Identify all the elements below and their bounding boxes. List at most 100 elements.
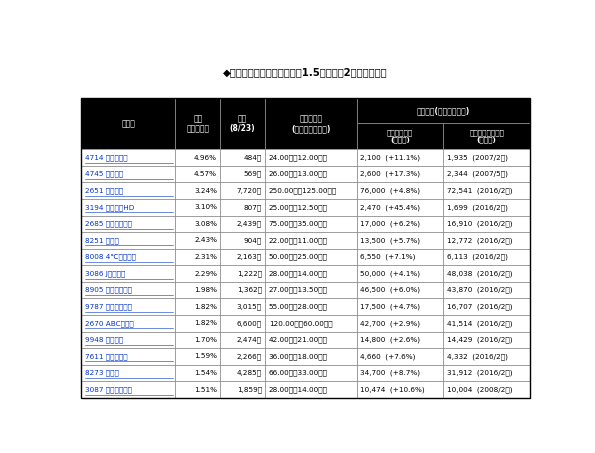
Bar — [176, 199, 220, 216]
Text: 13,500  (+5.7%): 13,500 (+5.7%) — [361, 237, 421, 244]
Text: 50,000  (+4.1%): 50,000 (+4.1%) — [361, 270, 421, 277]
Bar — [265, 315, 357, 332]
Text: 1,935  (2007/2期): 1,935 (2007/2期) — [447, 154, 508, 161]
Bar — [357, 348, 443, 365]
Text: 3087 ドトル日レス: 3087 ドトル日レス — [85, 386, 132, 393]
Bar — [82, 299, 176, 315]
Bar — [220, 232, 265, 249]
Text: 31,912  (2016/2期): 31,912 (2016/2期) — [447, 370, 512, 376]
Bar — [220, 282, 265, 299]
Text: 3194 キリン堂HD: 3194 キリン堂HD — [85, 204, 134, 211]
Text: 1.54%: 1.54% — [194, 370, 217, 376]
Text: 41,514  (2016/2期): 41,514 (2016/2期) — [447, 320, 512, 327]
Text: 2,100  (+11.1%): 2,100 (+11.1%) — [361, 154, 421, 161]
Bar — [82, 166, 176, 183]
Bar — [176, 348, 220, 365]
Text: 4.57%: 4.57% — [194, 171, 217, 177]
Bar — [176, 149, 220, 166]
Bar — [220, 332, 265, 348]
Bar — [82, 216, 176, 232]
Text: 7611 ハイデ日高: 7611 ハイデ日高 — [85, 353, 128, 360]
Text: 10,004  (2008/2期): 10,004 (2008/2期) — [447, 386, 512, 393]
Bar — [176, 365, 220, 381]
Bar — [82, 199, 176, 216]
Bar — [220, 315, 265, 332]
Bar — [265, 381, 357, 398]
Text: 7,720円: 7,720円 — [237, 188, 262, 194]
Bar — [357, 199, 443, 216]
Bar — [357, 332, 443, 348]
Text: 120.00円（60.00円）: 120.00円（60.00円） — [269, 320, 333, 327]
Bar — [443, 381, 530, 398]
Bar — [357, 199, 443, 216]
Bar — [357, 265, 443, 282]
Text: 3,015円: 3,015円 — [237, 304, 262, 310]
Bar — [443, 315, 530, 332]
Text: 569円: 569円 — [244, 171, 262, 178]
Bar — [265, 299, 357, 315]
Text: 予想配当金
(中間予想配当金): 予想配当金 (中間予想配当金) — [292, 114, 331, 133]
Text: 17,000  (+6.2%): 17,000 (+6.2%) — [361, 221, 421, 227]
Bar — [176, 381, 220, 398]
Text: 2,600  (+17.3%): 2,600 (+17.3%) — [361, 171, 421, 178]
Text: 銘　柄: 銘 柄 — [121, 119, 135, 128]
Bar — [176, 166, 220, 183]
Bar — [82, 166, 176, 183]
Text: 3.10%: 3.10% — [194, 204, 217, 210]
Text: 2,266円: 2,266円 — [237, 353, 262, 360]
Text: 2,163円: 2,163円 — [237, 254, 262, 260]
Bar — [357, 183, 443, 199]
Bar — [82, 149, 176, 166]
Bar — [176, 183, 220, 199]
Bar — [357, 123, 443, 149]
Bar — [443, 216, 530, 232]
Bar — [357, 166, 443, 183]
Bar — [82, 183, 176, 199]
Text: 14,800  (+2.6%): 14,800 (+2.6%) — [361, 337, 421, 343]
Bar — [357, 232, 443, 249]
Bar — [357, 282, 443, 299]
Text: 1.70%: 1.70% — [194, 337, 217, 343]
Bar — [82, 365, 176, 381]
Text: 3086 Jフロント: 3086 Jフロント — [85, 270, 126, 277]
Bar — [220, 365, 265, 381]
Bar — [220, 332, 265, 348]
Bar — [357, 315, 443, 332]
Text: 2685 アダストリア: 2685 アダストリア — [85, 221, 132, 227]
Bar — [357, 149, 443, 166]
Text: 42.00円（21.00円）: 42.00円（21.00円） — [269, 337, 328, 343]
Bar — [176, 199, 220, 216]
Bar — [265, 199, 357, 216]
Bar — [265, 149, 357, 166]
Bar — [176, 348, 220, 365]
Bar — [443, 123, 530, 149]
Text: 66.00円（33.00円）: 66.00円（33.00円） — [269, 370, 328, 376]
Bar — [357, 183, 443, 199]
Bar — [176, 149, 220, 166]
Bar — [443, 232, 530, 249]
Text: ◆最高益予想で配当利回りが1.5％以上の2月期決算銘柄: ◆最高益予想で配当利回りが1.5％以上の2月期決算銘柄 — [223, 67, 387, 77]
Bar — [265, 183, 357, 199]
Bar — [82, 249, 176, 265]
Bar — [357, 249, 443, 265]
Bar — [220, 199, 265, 216]
Bar — [357, 299, 443, 315]
Text: 3.24%: 3.24% — [194, 188, 217, 194]
Text: これまでの最高益
(決算期): これまでの最高益 (決算期) — [469, 129, 504, 143]
Bar — [265, 216, 357, 232]
Bar — [220, 183, 265, 199]
Bar — [443, 199, 530, 216]
Bar — [357, 365, 443, 381]
Bar — [265, 166, 357, 183]
Text: 34,700  (+8.7%): 34,700 (+8.7%) — [361, 370, 421, 376]
Text: 株価
(8/23): 株価 (8/23) — [230, 114, 255, 133]
Text: 1.51%: 1.51% — [194, 387, 217, 393]
Bar — [357, 249, 443, 265]
Bar — [220, 166, 265, 183]
Text: 28.00円（14.00円）: 28.00円（14.00円） — [269, 386, 328, 393]
Bar — [265, 315, 357, 332]
Text: 75.00円（35.00円）: 75.00円（35.00円） — [269, 221, 328, 227]
Text: 904円: 904円 — [244, 237, 262, 244]
Bar — [176, 232, 220, 249]
Bar — [220, 282, 265, 299]
